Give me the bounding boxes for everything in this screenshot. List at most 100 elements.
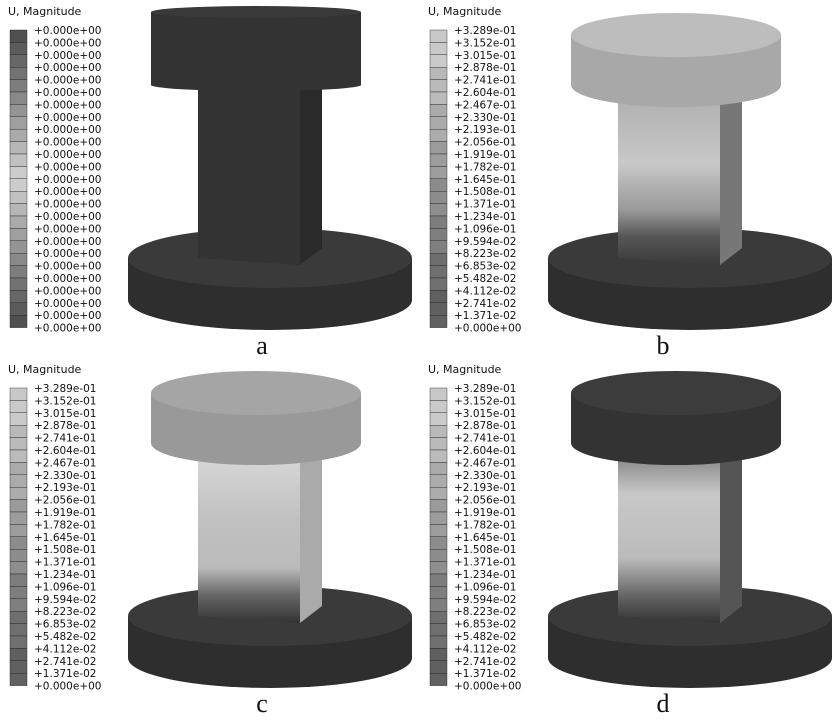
legend-label: +0.000e+00 <box>34 223 101 235</box>
column-front <box>198 438 300 623</box>
legend-label: +1.096e-01 <box>454 223 516 235</box>
legend-label: +3.015e-01 <box>454 50 516 62</box>
legend-swatch <box>430 204 447 216</box>
legend-swatch <box>430 425 447 437</box>
legend-swatch <box>430 241 447 253</box>
legend-swatch <box>10 500 27 512</box>
legend-label: +2.467e-01 <box>454 99 516 111</box>
legend-swatch <box>430 438 447 450</box>
legend-swatch <box>430 636 447 648</box>
legend-swatch <box>10 574 27 586</box>
legend-label: +0.000e+00 <box>34 25 101 37</box>
legend-label: +2.878e-01 <box>454 62 516 74</box>
legend-swatch <box>10 462 27 474</box>
legend-swatch <box>10 142 27 154</box>
legend-swatch <box>430 475 447 487</box>
panel-caption: d <box>657 689 670 718</box>
legend-swatch <box>430 228 447 240</box>
legend-swatch <box>430 562 447 574</box>
legend-swatch <box>10 104 27 116</box>
legend-swatch <box>430 290 447 302</box>
legend-label: +1.508e-01 <box>454 186 516 198</box>
legend-label: +0.000e+00 <box>34 236 101 248</box>
legend-label: +0.000e+00 <box>34 62 101 74</box>
legend-label: +3.015e-01 <box>454 408 516 420</box>
legend-label: +1.645e-01 <box>454 174 516 186</box>
legend-swatch <box>10 661 27 673</box>
legend-label: +2.193e-01 <box>454 124 516 136</box>
legend-swatch <box>430 303 447 315</box>
legend-swatch <box>430 216 447 228</box>
legend-label: +3.289e-01 <box>454 383 516 395</box>
legend-swatch <box>10 228 27 240</box>
legend-swatch <box>430 92 447 104</box>
legend-swatch <box>10 549 27 561</box>
legend-label: +2.878e-01 <box>454 420 516 432</box>
legend-label: +1.645e-01 <box>454 532 516 544</box>
legend-label: +1.371e-01 <box>34 557 96 569</box>
legend-label: +1.645e-01 <box>34 532 96 544</box>
legend-swatch <box>430 253 447 265</box>
legend-label: +0.000e+00 <box>34 137 101 149</box>
column-side <box>720 436 742 623</box>
legend-label: +1.508e-01 <box>34 544 96 556</box>
legend-label: +2.878e-01 <box>34 420 96 432</box>
legend-label: +0.000e+00 <box>34 261 101 273</box>
legend-swatch <box>10 42 27 54</box>
legend-swatch <box>10 413 27 425</box>
legend-label: +2.604e-01 <box>34 445 96 457</box>
legend-label: +2.056e-01 <box>454 495 516 507</box>
legend-swatch <box>430 673 447 685</box>
column-front <box>618 438 720 623</box>
legend-label: +1.096e-01 <box>34 581 96 593</box>
legend-swatch <box>430 611 447 623</box>
column-front <box>618 80 720 265</box>
legend-label: +0.000e+00 <box>454 681 521 693</box>
legend-label: +2.330e-01 <box>454 112 516 124</box>
legend-swatch <box>10 450 27 462</box>
legend-swatch <box>10 129 27 141</box>
legend-label: +6.853e-02 <box>454 619 516 631</box>
legend-swatch <box>430 142 447 154</box>
legend-swatch <box>10 30 27 42</box>
legend-label: +0.000e+00 <box>34 323 101 335</box>
legend-swatch <box>430 67 447 79</box>
legend-label: +8.223e-02 <box>34 606 96 618</box>
legend-label: +1.919e-01 <box>34 507 96 519</box>
legend-swatch <box>10 55 27 67</box>
legend-swatch <box>10 648 27 660</box>
legend-label: +0.000e+00 <box>34 248 101 260</box>
legend-swatch <box>430 42 447 54</box>
legend-swatch <box>430 549 447 561</box>
legend-swatch <box>10 611 27 623</box>
legend-label: +0.000e+00 <box>34 199 101 211</box>
legend-swatch <box>10 673 27 685</box>
panel-caption: a <box>256 331 268 360</box>
legend-label: +0.000e+00 <box>34 124 101 136</box>
legend-label: +2.193e-01 <box>34 482 96 494</box>
legend-swatch <box>430 154 447 166</box>
legend-label: +2.741e-02 <box>34 656 96 668</box>
legend-label: +1.919e-01 <box>454 149 516 161</box>
column-side <box>300 78 322 265</box>
legend-label: +4.112e-02 <box>34 643 96 655</box>
legend-swatch <box>10 290 27 302</box>
top-disk <box>151 12 361 91</box>
legend-swatch <box>10 241 27 253</box>
legend-swatch <box>10 266 27 278</box>
legend-label: +5.482e-02 <box>454 273 516 285</box>
legend-label: +2.467e-01 <box>454 457 516 469</box>
legend-swatch <box>430 400 447 412</box>
legend-swatch <box>10 438 27 450</box>
legend-swatch <box>10 67 27 79</box>
legend-label: +0.000e+00 <box>34 87 101 99</box>
legend-label: +2.741e-01 <box>454 433 516 445</box>
legend-label: +2.604e-01 <box>454 445 516 457</box>
legend-label: +2.741e-02 <box>454 656 516 668</box>
legend-swatch <box>430 487 447 499</box>
legend-label: +3.289e-01 <box>454 25 516 37</box>
legend-swatch <box>10 624 27 636</box>
legend-label: +0.000e+00 <box>34 681 101 693</box>
legend-swatch <box>430 129 447 141</box>
legend-label: +1.371e-01 <box>454 557 516 569</box>
